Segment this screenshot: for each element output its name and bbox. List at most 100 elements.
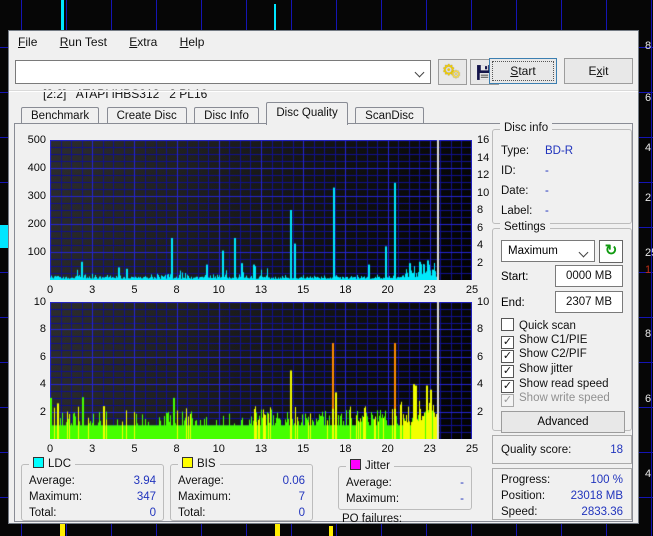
advanced-button[interactable]: Advanced <box>501 411 625 434</box>
scan-speed-dropdown[interactable]: Maximum <box>501 240 595 262</box>
axis-tick-label: 3 <box>89 443 96 455</box>
backdrop-cyan-spike <box>0 225 8 248</box>
axis-tick-label: 8 <box>39 323 46 336</box>
scan-speed-value: Maximum <box>508 245 558 257</box>
po-failures-label: PO failures: <box>342 513 403 525</box>
checkbox-quick-scan[interactable]: Quick scan <box>501 318 623 333</box>
axis-tick-label: 23 <box>423 443 436 455</box>
checkbox-show-jitter[interactable]: ✓ Show jitter <box>501 363 573 379</box>
bis-title: BIS <box>178 457 220 470</box>
menu-help[interactable]: Help <box>179 35 205 49</box>
exit-button[interactable]: Exit <box>564 58 633 84</box>
start-button[interactable]: Start <box>489 58 557 84</box>
axis-tick-label: 12 <box>477 169 490 181</box>
axis-tick-label: 100 <box>27 246 46 258</box>
axis-tick-label: 25 <box>465 443 479 455</box>
ldc-color-swatch <box>33 457 44 468</box>
axis-tick-label: 25 <box>465 284 479 296</box>
axis-tick-label: 8 <box>173 443 180 455</box>
progress-panel: Progress: 100 % Position: 23018 MB Speed: 2… <box>492 468 632 520</box>
menu-extra[interactable]: Extra <box>129 35 158 49</box>
end-position-input[interactable]: 2307 MB <box>555 291 623 313</box>
checkbox-show-read-speed[interactable]: ✓ Show read speed <box>501 377 609 393</box>
position-row: Position: 23018 MB <box>501 490 623 502</box>
checkmark-icon: ✓ <box>501 335 514 349</box>
tab-create-disc[interactable]: Create Disc <box>106 107 187 126</box>
axis-tick-label: 10 <box>212 443 225 455</box>
backdrop-axis-number: 8 <box>645 40 652 52</box>
axis-tick-label: 14 <box>477 151 490 164</box>
disc-info-row: ID: - <box>501 165 549 177</box>
backdrop-cyan-spike <box>274 4 276 30</box>
axis-tick-label: 300 <box>27 190 46 202</box>
backdrop-axis-number: 2 <box>645 192 652 204</box>
drive-selector-dropdown[interactable]: [2:2] ATAPI iHBS312 2 PL16 <box>15 60 431 101</box>
refresh-button[interactable]: ↻ <box>599 240 623 263</box>
checkbox-show-c2-pif[interactable]: ✓ Show C2/PIF <box>501 348 587 364</box>
axis-tick-label: 10 <box>477 296 490 308</box>
axis-tick-label: 200 <box>27 218 46 230</box>
settings-group: Settings Maximum ↻ Start: 0000 MB <box>492 221 632 434</box>
checkbox-show-c1-pie[interactable]: ✓ Show C1/PIE <box>501 333 588 349</box>
backdrop-yellow-mark <box>275 524 280 536</box>
refresh-icon: ↻ <box>604 242 618 259</box>
scan-option-checkboxes: Quick scan ✓ Show C1/PIE ✓ Show C2/PIF ✓ Show … <box>501 318 623 408</box>
axis-tick-label: 16 <box>477 134 490 146</box>
menu-bar: File Run Test Extra Help <box>9 31 638 56</box>
axis-tick-label: 2 <box>477 405 484 418</box>
tab-scandisc[interactable]: ScanDisc <box>355 107 424 126</box>
settings-title: Settings <box>500 221 550 233</box>
axis-tick-label: 18 <box>339 284 352 296</box>
axis-tick-label: 10 <box>477 186 490 199</box>
menu-run-test[interactable]: Run Test <box>59 35 107 49</box>
gear-icon: ⚙ <box>451 69 461 81</box>
eject-tools-button[interactable]: ⚙ ⚙ <box>438 59 467 85</box>
axis-tick-label: 4 <box>477 239 484 251</box>
disc-info-group: Disc info Type: BD-R ID: - Date: - Label: - <box>492 122 632 224</box>
ldc-title: LDC <box>29 457 76 470</box>
axis-tick-label: 5 <box>131 443 138 455</box>
axis-tick-label: 15 <box>297 443 310 455</box>
checkmark-icon: ✓ <box>501 394 514 408</box>
backdrop-yellow-mark <box>329 526 333 536</box>
disc-info-row: Type: BD-R <box>501 145 574 157</box>
disc-quality-panel: 500 400 300 200 100 16 14 12 10 8 6 4 2 0 3 5 8 10 13 15 18 2… <box>14 122 633 525</box>
axis-tick-label: 10 <box>33 296 46 308</box>
axis-tick-label: 6 <box>477 350 484 363</box>
axis-tick-label: 2 <box>477 256 484 269</box>
axis-tick-label: 3 <box>89 284 96 296</box>
axis-tick-label: 0 <box>46 284 54 296</box>
axis-tick-label: 400 <box>27 162 46 174</box>
progress-row: Progress: 100 % <box>501 474 623 486</box>
backdrop-axis-number: 8 <box>645 328 652 340</box>
backdrop-axis-number: 1 <box>645 264 652 276</box>
checkmark-icon: ✓ <box>501 350 514 364</box>
axis-tick-label: 8 <box>173 284 180 296</box>
backdrop-axis-number: 25 <box>645 247 653 259</box>
axis-tick-label: 13 <box>254 284 268 296</box>
tab-benchmark[interactable]: Benchmark <box>21 107 100 126</box>
menu-file[interactable]: File <box>18 35 38 49</box>
quality-score-panel: Quality score: 18 <box>492 435 632 464</box>
backdrop-axis-number: 4 <box>645 142 652 154</box>
axis-tick-label: 6 <box>39 350 46 363</box>
backdrop-axis-number: 6 <box>645 92 652 104</box>
axis-tick-label: 6 <box>477 221 484 234</box>
toolbar-separator <box>9 90 638 92</box>
pie-error-chart <box>50 140 472 280</box>
start-position-row: Start: 0000 MB <box>501 265 623 288</box>
quality-score-label: Quality score: <box>501 444 572 456</box>
pif-bis-chart <box>50 302 472 439</box>
checkmark-icon: ✓ <box>501 365 514 379</box>
start-position-input[interactable]: 0000 MB <box>555 265 623 287</box>
backdrop-cyan-spike <box>61 0 64 30</box>
backdrop-yellow-mark <box>60 524 65 536</box>
jitter-title: Jitter <box>346 459 394 472</box>
tab-disc-quality[interactable]: Disc Quality <box>266 102 348 125</box>
tab-strip: Benchmark Create Disc Disc Info Disc Qua… <box>21 102 427 126</box>
axis-tick-label: 0 <box>46 443 54 455</box>
tab-disc-info[interactable]: Disc Info <box>194 107 259 126</box>
axis-tick-label: 20 <box>381 443 394 455</box>
bis-color-swatch <box>182 457 193 468</box>
